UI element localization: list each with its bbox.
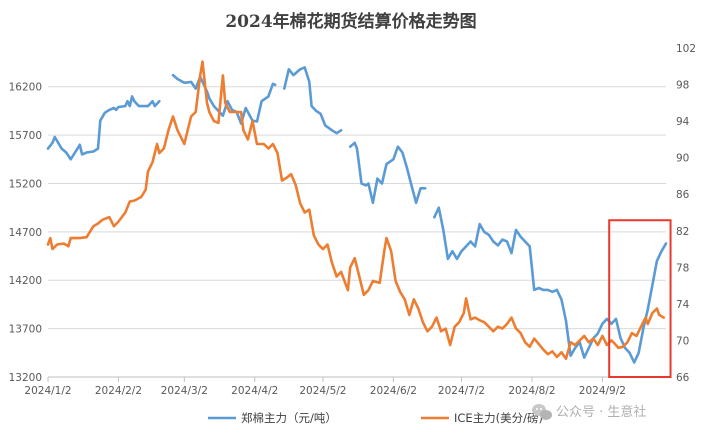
- y-left-tick-label: 13200: [9, 372, 42, 384]
- watermark-text: 公众号 · 生意社: [556, 404, 646, 420]
- gridlines: [48, 86, 666, 330]
- y-right-tick-label: 74: [676, 299, 690, 311]
- y-right-tick-label: 94: [676, 116, 690, 128]
- y-right-tick-label: 82: [676, 226, 689, 238]
- y-right-tick-label: 70: [676, 335, 689, 347]
- x-tick-label: 2024/3/2: [161, 385, 208, 397]
- y-left-tick-label: 15200: [9, 178, 42, 190]
- x-tick-label: 2024/9/2: [579, 385, 626, 397]
- series-line-1: [46, 95, 161, 161]
- legend: 郑棉主力（元/吨） ICE主力(美分/磅): [208, 411, 543, 425]
- series-lines: [46, 60, 668, 364]
- x-tick-label: 2024/8/2: [508, 385, 555, 397]
- y-left-tick-label: 15700: [9, 130, 42, 142]
- y-right-tick-label: 90: [676, 153, 689, 165]
- x-axis: 2024/1/2 2024/2/2 2024/3/2 2024/4/2 2024/5/2…: [24, 376, 666, 397]
- x-tick-label: 2024/7/2: [438, 385, 485, 397]
- series-line-1: [282, 66, 343, 135]
- y-left-tick-label: 14700: [9, 227, 42, 239]
- series-line-2: [46, 60, 666, 361]
- x-tick-label: 2024/5/2: [299, 385, 346, 397]
- y-right-tick-label: 86: [676, 189, 690, 201]
- y-right-tick-label: 66: [676, 372, 690, 384]
- highlight-box: [608, 219, 672, 378]
- chart-title: 2024年棉花期货结算价格走势图: [225, 11, 476, 32]
- watermark: 公众号 · 生意社: [532, 404, 646, 420]
- x-tick-label: 2024/1/2: [24, 385, 71, 397]
- legend-label: 郑棉主力（元/吨）: [241, 411, 337, 425]
- series-line-1: [432, 206, 668, 364]
- wechat-icon: [532, 404, 552, 420]
- series-line-1: [348, 141, 427, 205]
- x-tick-label: 2024/4/2: [231, 385, 278, 397]
- legend-label: ICE主力(美分/磅): [454, 411, 543, 425]
- y-axis-left: 13200 13700 14200 14700 15200 15700 16200: [9, 82, 42, 384]
- series-line-1: [171, 73, 277, 125]
- y-right-tick-label: 102: [676, 43, 696, 55]
- y-left-tick-label: 16200: [9, 82, 42, 94]
- y-left-tick-label: 13700: [9, 324, 42, 336]
- annotations: [608, 219, 672, 378]
- y-right-tick-label: 78: [676, 262, 689, 274]
- y-right-tick-label: 98: [676, 80, 689, 92]
- y-axis-right: 66 70 74 78 82 86 90 94 98 102: [676, 43, 696, 384]
- y-left-tick-label: 14200: [9, 275, 42, 287]
- x-tick-label: 2024/6/2: [370, 385, 417, 397]
- x-tick-label: 2024/2/2: [95, 385, 142, 397]
